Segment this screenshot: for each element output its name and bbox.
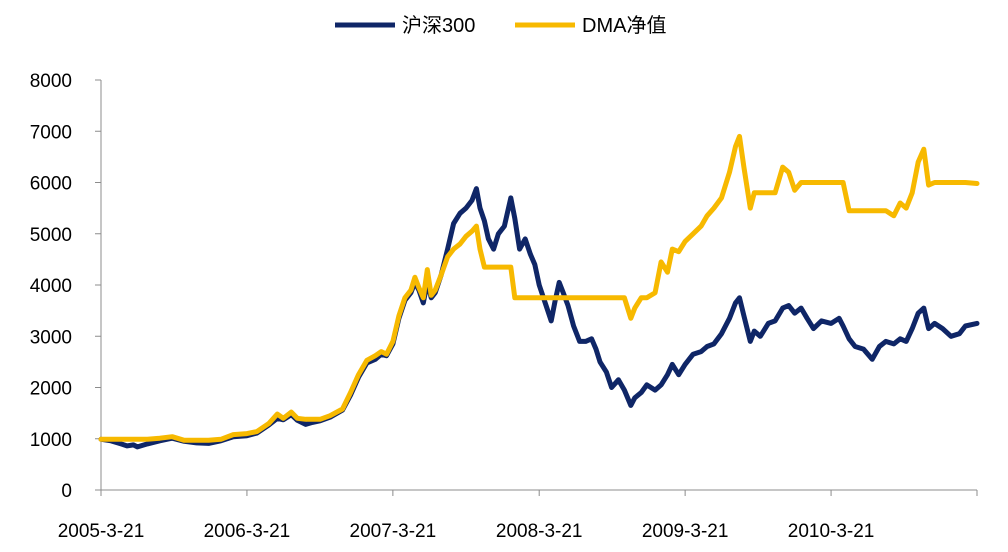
chart-legend: 沪深300 DMA净值 bbox=[335, 14, 666, 37]
y-tick-label: 3000 bbox=[30, 327, 72, 348]
y-tick-label: 6000 bbox=[30, 174, 72, 195]
x-tick-label: 2005-3-21 bbox=[58, 521, 145, 542]
x-tick-label: 2006-3-21 bbox=[204, 521, 291, 542]
x-tick-label: 2009-3-21 bbox=[642, 521, 729, 542]
x-tick-label: 2010-3-21 bbox=[788, 521, 875, 542]
series-line-hs300 bbox=[98, 186, 980, 450]
y-tick-label: 8000 bbox=[30, 71, 72, 92]
y-tick-label: 4000 bbox=[30, 276, 72, 297]
series-layer bbox=[98, 133, 980, 450]
y-axis: 0 1000 2000 3000 4000 5000 6000 7000 8000 bbox=[30, 71, 102, 502]
legend-label-hs300: 沪深300 bbox=[402, 14, 475, 37]
y-tick-label: 0 bbox=[61, 481, 72, 502]
y-tick-label: 7000 bbox=[30, 122, 72, 143]
x-axis: 2005-3-21 2006-3-21 2007-3-21 2008-3-21 2009… bbox=[58, 489, 978, 542]
legend-label-dma: DMA净值 bbox=[582, 14, 666, 37]
x-tick-label: 2008-3-21 bbox=[496, 521, 583, 542]
y-tick-label: 5000 bbox=[30, 225, 72, 246]
series-line-dma bbox=[98, 133, 980, 443]
x-tick-label: 2007-3-21 bbox=[350, 521, 437, 542]
y-tick-label: 2000 bbox=[30, 379, 72, 400]
y-tick-label: 1000 bbox=[30, 430, 72, 451]
